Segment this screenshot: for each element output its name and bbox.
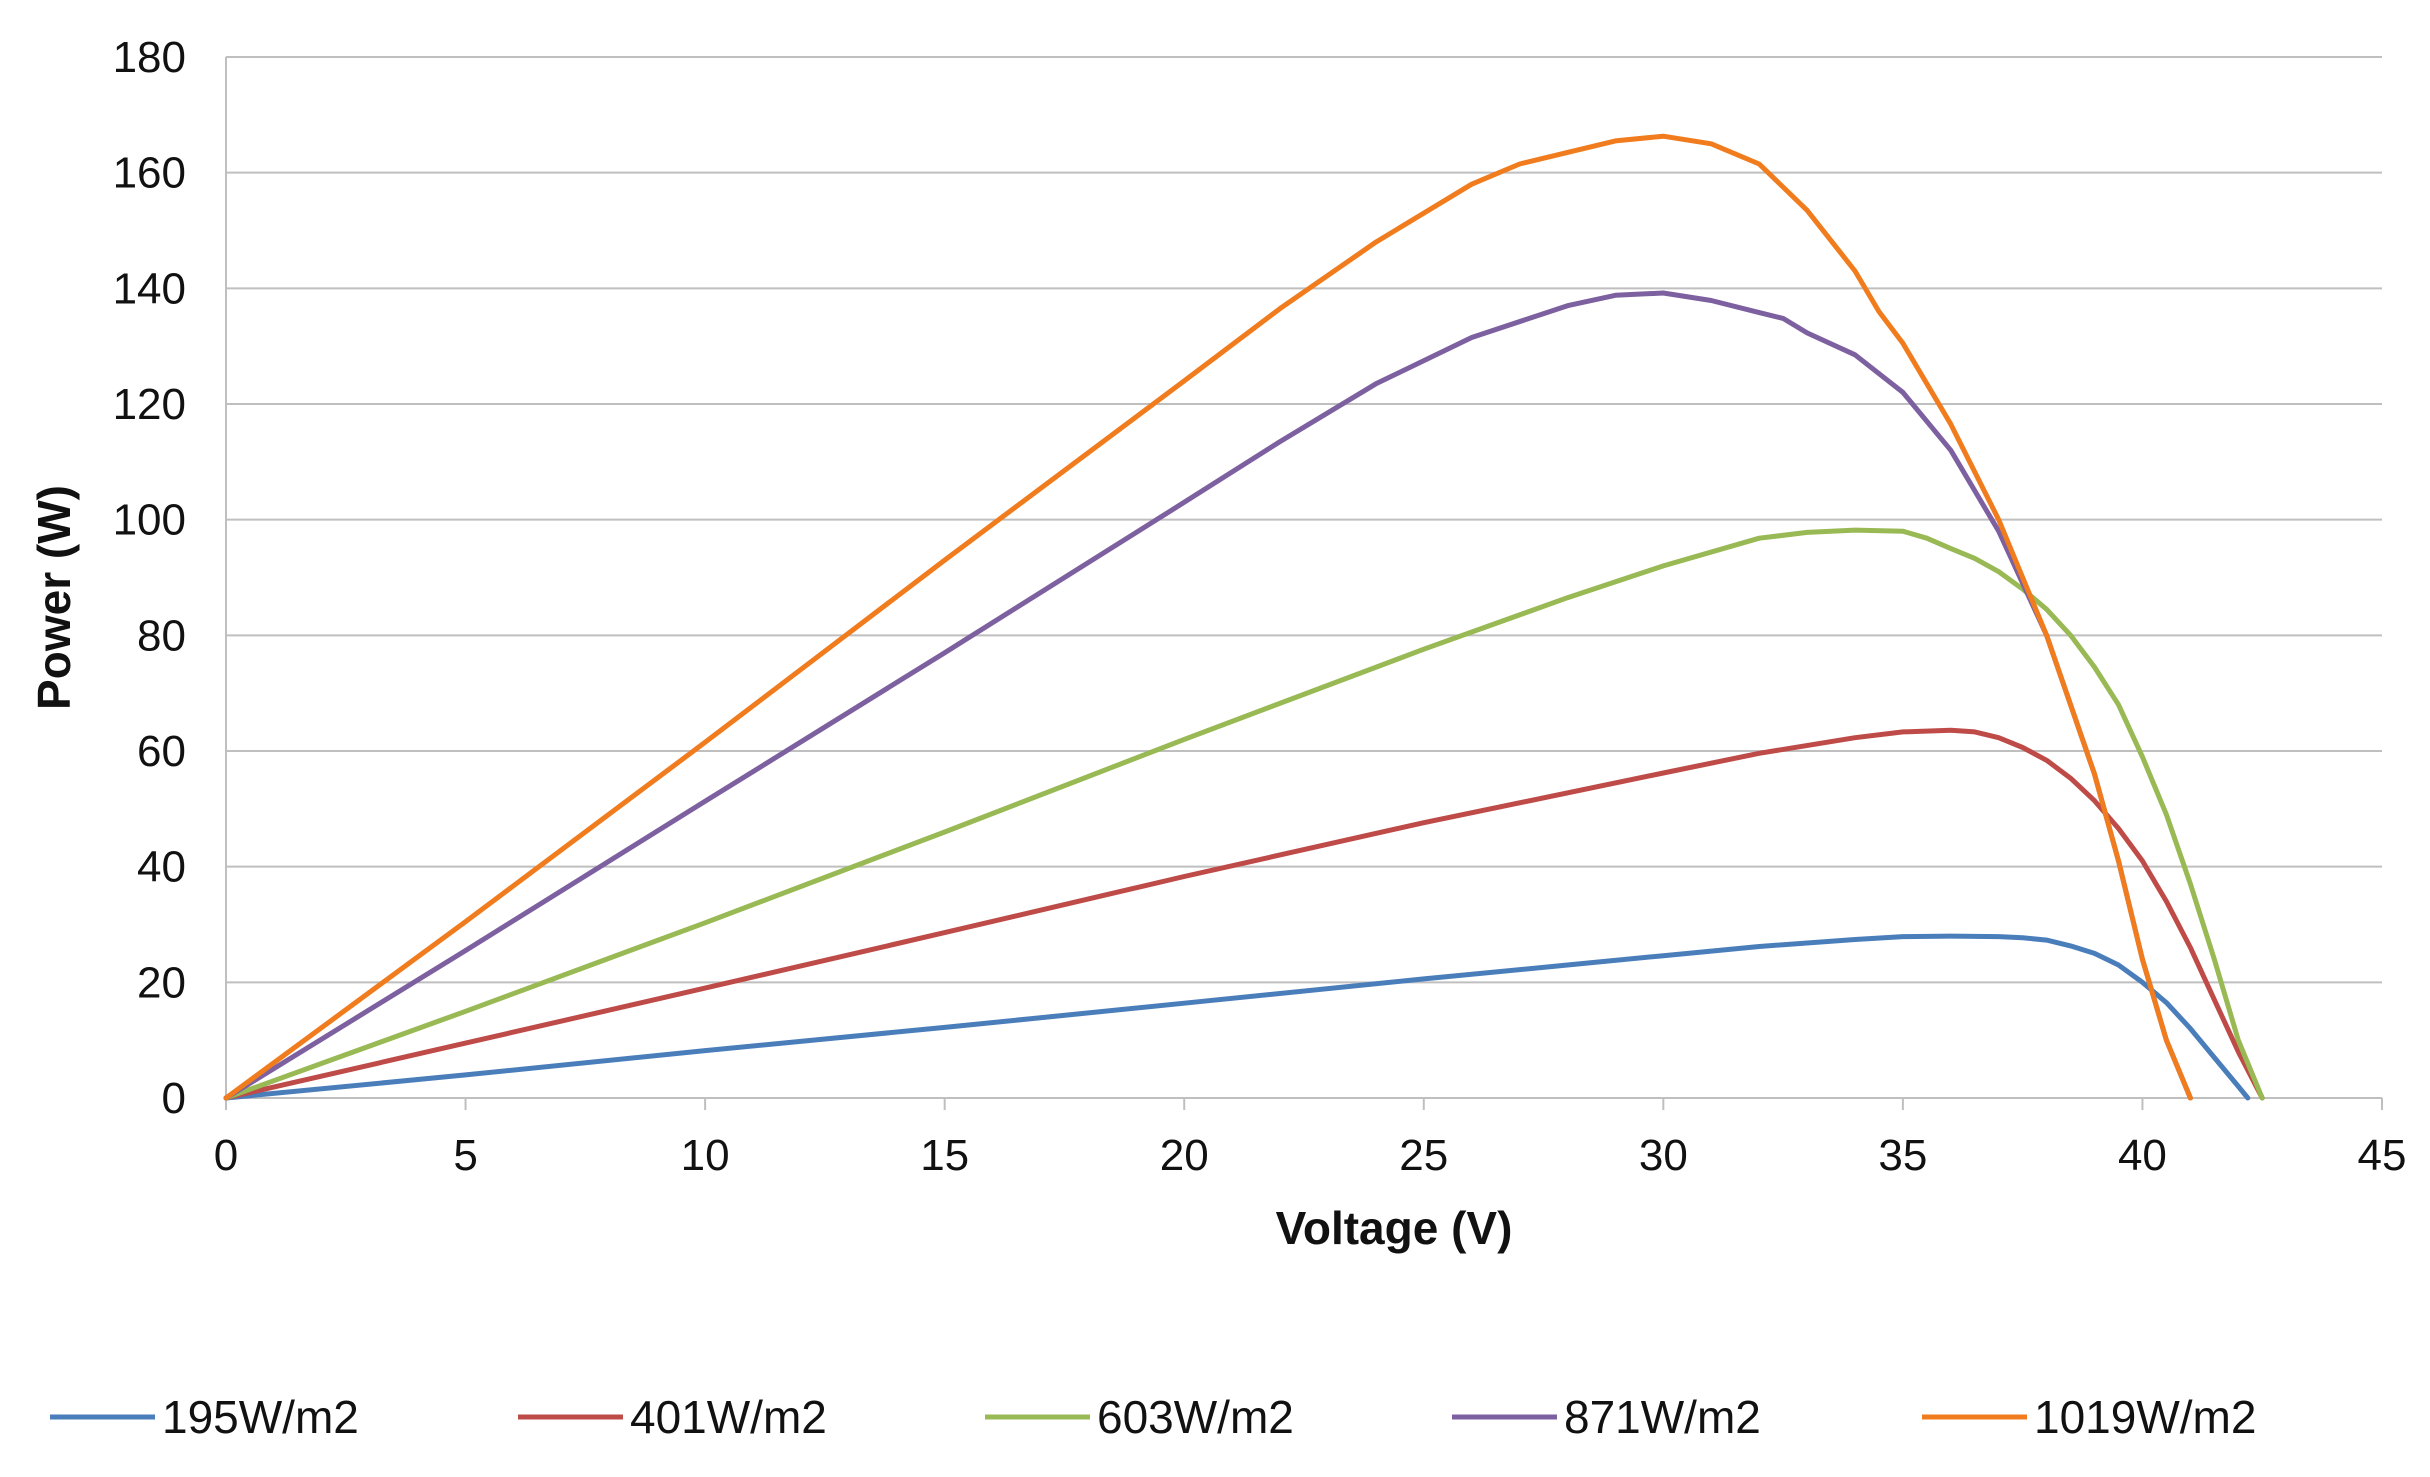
series-line-871w-m2 xyxy=(223,290,2193,1101)
plot-area xyxy=(223,133,2265,1101)
y-tick-label: 180 xyxy=(113,33,186,82)
series-line-401w-m2 xyxy=(223,727,2265,1101)
series-line-195w-m2 xyxy=(223,933,2251,1101)
x-tick-label: 35 xyxy=(1878,1131,1927,1180)
y-tick-label: 120 xyxy=(113,380,186,429)
x-tick-label: 25 xyxy=(1399,1131,1448,1180)
gridlines xyxy=(226,56,2382,1099)
y-tick-label: 100 xyxy=(113,496,186,545)
legend-label: 603W/m2 xyxy=(1097,1391,1294,1443)
y-tick-label: 160 xyxy=(113,149,186,198)
y-axis-title: Power (W) xyxy=(28,485,80,710)
x-tick-label: 10 xyxy=(681,1131,730,1180)
y-tick-label: 60 xyxy=(137,727,186,776)
x-tick-label: 20 xyxy=(1160,1131,1209,1180)
x-tick-label: 5 xyxy=(453,1131,477,1180)
y-tick-label: 20 xyxy=(137,958,186,1007)
x-tick-label: 0 xyxy=(214,1131,238,1180)
x-tick-label: 15 xyxy=(920,1131,969,1180)
tick-labels: 0 20 40 60 80 100 120 140 160 180 0 5 10 15 20 25 30 35 40… xyxy=(113,33,2407,1180)
y-tick-label: 0 xyxy=(162,1074,186,1123)
legend: 195W/m2 401W/m2 603W/m2 871W/m2 1019W/m2 xyxy=(50,1391,2256,1443)
x-tick-label: 40 xyxy=(2118,1131,2167,1180)
x-tick-label: 30 xyxy=(1639,1131,1688,1180)
legend-label: 871W/m2 xyxy=(1564,1391,1761,1443)
legend-label: 195W/m2 xyxy=(162,1391,359,1443)
x-axis-title: Voltage (V) xyxy=(1276,1202,1513,1254)
series-line-1019w-m2 xyxy=(223,133,2193,1101)
y-tick-label: 40 xyxy=(137,843,186,892)
x-tick-label: 45 xyxy=(2358,1131,2407,1180)
axes xyxy=(225,57,2383,1110)
legend-label: 1019W/m2 xyxy=(2034,1391,2256,1443)
y-tick-label: 140 xyxy=(113,264,186,313)
legend-label: 401W/m2 xyxy=(630,1391,827,1443)
series-line-603w-m2 xyxy=(223,527,2265,1101)
y-tick-label: 80 xyxy=(137,611,186,660)
